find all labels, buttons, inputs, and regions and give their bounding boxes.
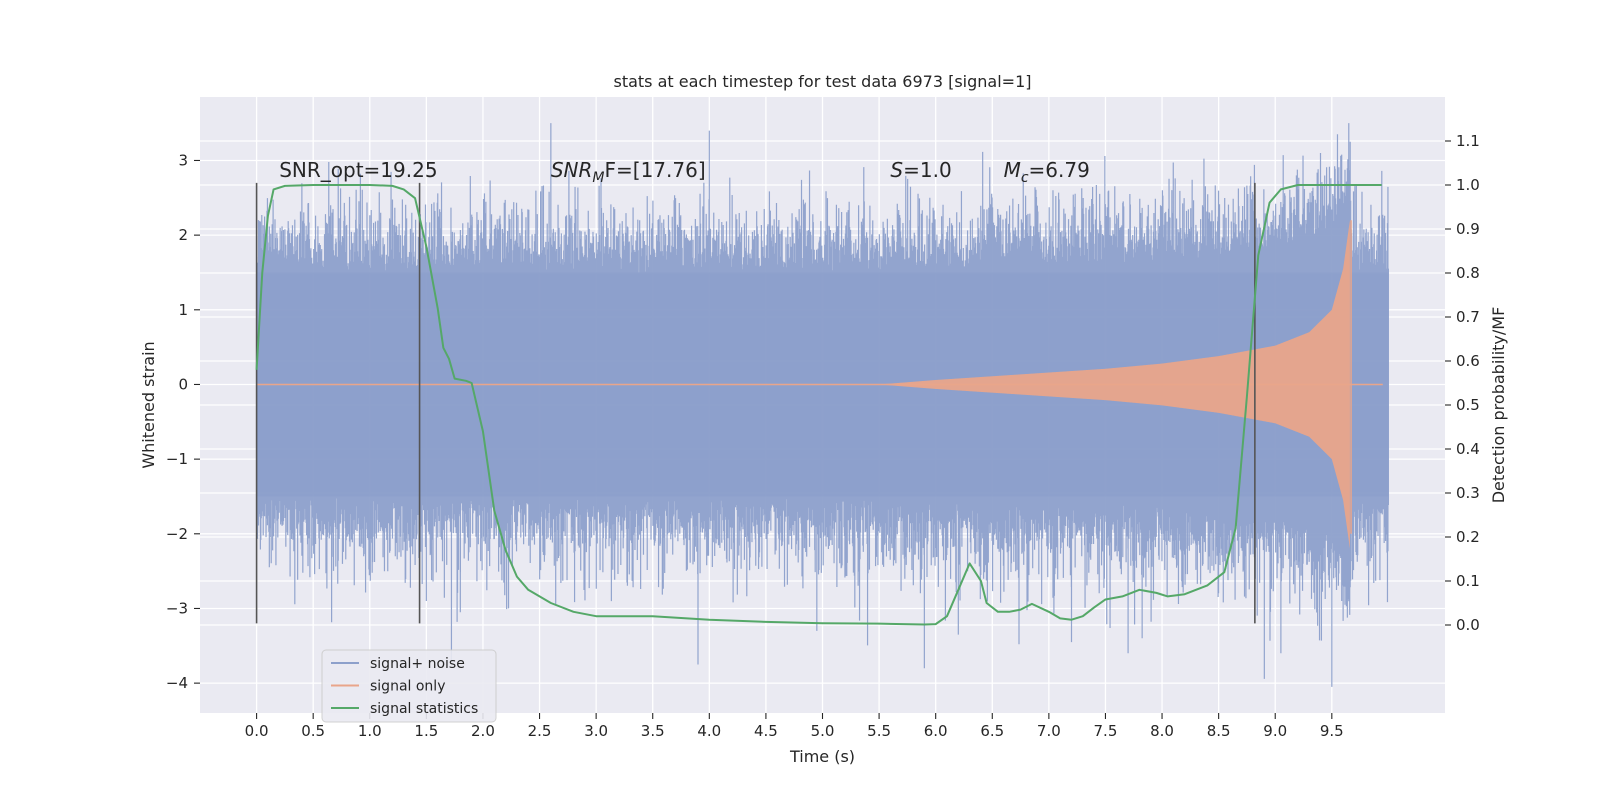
x-axis-label: Time (s): [789, 747, 855, 766]
series-layer: [255, 123, 1390, 687]
annotations: SNR_opt=19.25 SNRMF=[17.76] S=1.0 Mc=6.79: [279, 158, 1090, 186]
legend-label: signal statistics: [370, 701, 478, 717]
x-tick-label: 6.0: [924, 722, 948, 740]
y-tick-label: 1: [178, 301, 188, 319]
x-tick-label: 4.5: [754, 722, 778, 740]
x-tick-label: 6.5: [980, 722, 1004, 740]
y-tick-label: −2: [166, 525, 188, 543]
x-tick-label: 3.0: [584, 722, 608, 740]
y-tick-label: −4: [166, 674, 188, 692]
y-right-tick-label: 0.8: [1456, 264, 1480, 282]
annotation: SNR_opt=19.25: [279, 158, 437, 182]
legend-label: signal+ noise: [370, 656, 465, 672]
x-tick-label: 2.0: [471, 722, 495, 740]
series-signal-only: [256, 220, 1383, 549]
y-tick-label: −1: [166, 450, 188, 468]
annotation: Mc=6.79: [1004, 158, 1090, 186]
y-tick-label: −3: [166, 599, 188, 617]
x-tick-label: 8.0: [1150, 722, 1174, 740]
x-tick-label: 8.5: [1207, 722, 1231, 740]
x-tick-label: 7.5: [1094, 722, 1118, 740]
x-tick-label: 1.0: [358, 722, 382, 740]
y-right-tick-label: 0.6: [1456, 352, 1480, 370]
y-right-tick-label: 0.2: [1456, 528, 1480, 546]
y-right-tick-label: 0.3: [1456, 484, 1480, 502]
x-tick-label: 7.0: [1037, 722, 1061, 740]
annotation: SNRMF=[17.76]: [551, 158, 706, 186]
chart-title: stats at each timestep for test data 697…: [613, 72, 1031, 91]
axis-ticks: 0.0 0.5 1.0 1.5 2.0 2.5 3.0 3.5 4.0 4.5 5.0 5.5 6.0 6…: [166, 132, 1480, 740]
legend-label: signal only: [370, 679, 445, 695]
legend: signal+ noise signal only signal statistic…: [321, 649, 497, 723]
signal-statistics-line: [255, 184, 1382, 626]
x-tick-label: 3.5: [641, 722, 665, 740]
x-tick-label: 9.5: [1320, 722, 1344, 740]
y-right-tick-label: 1.0: [1456, 176, 1480, 194]
series-signal-statistics: [255, 184, 1382, 626]
y-tick-label: 0: [178, 375, 188, 393]
signal-only-chirp: [856, 220, 1350, 549]
x-tick-label: 0.0: [245, 722, 269, 740]
y-right-tick-label: 0.5: [1456, 396, 1480, 414]
y-right-tick-label: 0.4: [1456, 440, 1480, 458]
y-right-tick-label: 0.9: [1456, 220, 1480, 238]
y-tick-label: 2: [178, 226, 188, 244]
y-axis-label-right: Detection probability/MF: [1489, 307, 1508, 504]
y-right-tick-label: 1.1: [1456, 132, 1480, 150]
x-tick-label: 0.5: [301, 722, 325, 740]
x-tick-label: 9.0: [1263, 722, 1287, 740]
x-tick-label: 1.5: [414, 722, 438, 740]
y-right-tick-label: 0.1: [1456, 572, 1480, 590]
vertical-markers: [255, 182, 1256, 624]
y-right-tick-label: 0.0: [1456, 616, 1480, 634]
x-tick-label: 5.0: [811, 722, 835, 740]
y-axis-label: Whitened strain: [139, 341, 158, 468]
x-tick-label: 5.5: [867, 722, 891, 740]
annotation: S=1.0: [890, 158, 951, 182]
x-tick-label: 4.0: [697, 722, 721, 740]
legend-box: [321, 649, 497, 723]
y-tick-label: 3: [178, 151, 188, 169]
y-right-tick-label: 0.7: [1456, 308, 1480, 326]
x-tick-label: 2.5: [528, 722, 552, 740]
